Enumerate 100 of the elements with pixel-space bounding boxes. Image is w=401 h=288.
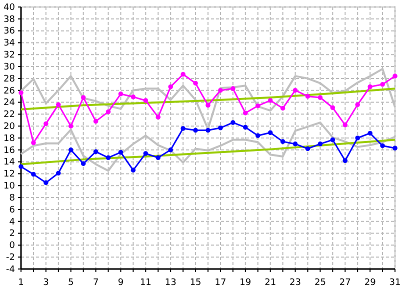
- point: [318, 95, 323, 100]
- point: [206, 102, 210, 108]
- x-tick-label: 29: [364, 278, 376, 288]
- point: [44, 180, 48, 186]
- y-tick-label: 30: [4, 62, 16, 72]
- point: [392, 146, 398, 151]
- y-tick-label: 26: [4, 86, 16, 96]
- x-tick-label: 27: [339, 278, 351, 288]
- point: [130, 94, 136, 100]
- point: [56, 102, 61, 108]
- point: [292, 88, 298, 93]
- y-tick-label: 4: [9, 217, 16, 228]
- point: [292, 142, 298, 146]
- point: [143, 151, 148, 156]
- y-tick-label: 34: [4, 38, 16, 49]
- y-tick-label: 40: [4, 2, 16, 13]
- point: [230, 86, 236, 91]
- x-tick-label: 31: [389, 278, 401, 288]
- point: [243, 124, 248, 130]
- point: [368, 130, 372, 136]
- point: [268, 130, 273, 136]
- point: [218, 88, 223, 93]
- line-series: [20, 88, 396, 110]
- y-tick-label: 22: [4, 110, 15, 120]
- point: [280, 106, 286, 111]
- point: [280, 139, 286, 144]
- point: [330, 105, 336, 110]
- point: [130, 168, 136, 173]
- point: [68, 148, 74, 152]
- x-tick-label: 9: [118, 278, 124, 288]
- point: [180, 126, 186, 131]
- point: [106, 109, 111, 114]
- y-tick-label: 28: [4, 74, 16, 84]
- x-tick-label: 25: [314, 278, 326, 288]
- y-tick-label: -2: [6, 252, 15, 263]
- point: [218, 125, 223, 130]
- y-tick-label: 12: [4, 170, 15, 180]
- point: [31, 140, 36, 146]
- point: [305, 94, 310, 99]
- y-tick-label: 20: [4, 122, 16, 132]
- point: [118, 92, 124, 96]
- point: [392, 74, 398, 78]
- x-tick-label: 3: [43, 278, 49, 288]
- point: [342, 122, 348, 128]
- x-tick-label: 21: [264, 278, 276, 288]
- point: [230, 120, 236, 125]
- point: [355, 136, 360, 140]
- point: [93, 118, 98, 124]
- point: [268, 98, 273, 103]
- point: [143, 98, 148, 103]
- point: [318, 142, 323, 146]
- point: [68, 124, 74, 128]
- point: [168, 84, 173, 90]
- point: [380, 82, 385, 87]
- y-tick-label: 2: [9, 229, 15, 240]
- x-tick-label: 7: [92, 278, 99, 288]
- x-tick-label: 15: [190, 278, 202, 288]
- point: [56, 170, 61, 176]
- point: [355, 102, 360, 108]
- x-tick-label: 23: [290, 278, 301, 288]
- point: [80, 161, 86, 166]
- y-tick-label: 6: [9, 205, 16, 216]
- point: [255, 133, 260, 138]
- point: [180, 72, 186, 77]
- x-tick-label: 5: [68, 278, 74, 288]
- x-tick-label: 11: [140, 278, 152, 288]
- point: [18, 164, 24, 169]
- point: [243, 110, 248, 116]
- point: [156, 114, 161, 120]
- y-tick-label: -4: [6, 264, 16, 275]
- point: [368, 84, 372, 90]
- point: [156, 155, 161, 160]
- y-tick-label: 16: [4, 146, 16, 156]
- y-tick-label: 24: [4, 98, 16, 108]
- y-tick-label: 10: [4, 182, 16, 192]
- y-tick-label: 36: [4, 26, 16, 37]
- y-tick-label: 0: [9, 241, 16, 252]
- y-tick-label: 18: [4, 134, 16, 144]
- point: [330, 137, 336, 142]
- point: [380, 143, 385, 148]
- point: [44, 121, 48, 126]
- point: [193, 128, 198, 133]
- y-tick-label: 14: [4, 158, 16, 168]
- point: [255, 103, 260, 108]
- x-tick-label: 17: [214, 278, 226, 288]
- x-tick-label: 1: [18, 278, 24, 288]
- point: [118, 150, 124, 155]
- point: [168, 148, 173, 152]
- y-tick-label: 8: [9, 193, 16, 204]
- point: [31, 172, 36, 177]
- point: [93, 149, 98, 154]
- x-tick-label: 19: [240, 278, 252, 288]
- point: [342, 158, 348, 164]
- point: [206, 128, 210, 133]
- point: [193, 80, 198, 86]
- point: [305, 146, 310, 152]
- y-tick-label: 32: [4, 50, 15, 61]
- y-tick-label: 38: [4, 14, 16, 25]
- point: [18, 90, 24, 96]
- point: [80, 95, 86, 100]
